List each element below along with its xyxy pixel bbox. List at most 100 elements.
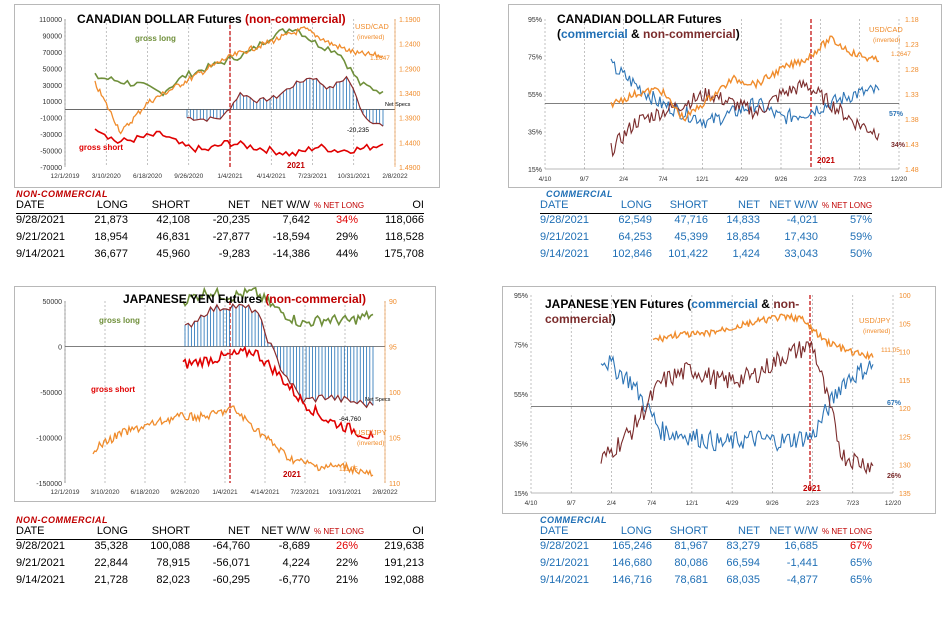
y-tick-label: 95% xyxy=(528,17,542,24)
table-cell: 21,873 xyxy=(94,214,128,226)
column-header: LONG xyxy=(96,525,128,537)
table-cell: 21% xyxy=(335,574,358,586)
table-cell: 16,685 xyxy=(784,540,818,552)
net-specs-label: Net Specs xyxy=(385,102,411,108)
x-tick-label: 6/18/2020 xyxy=(133,173,162,180)
table-cell: 17,430 xyxy=(784,231,818,243)
fx-label: USD/JPY xyxy=(355,428,387,437)
jpy-noncommercial-table: NON-COMMERCIAL DATE LONG SHORT NET NET W/W % N… xyxy=(16,515,436,591)
y2-tick-label: 110 xyxy=(899,350,910,357)
x-tick-label: 2/23 xyxy=(806,500,819,507)
table-cell: -56,071 xyxy=(212,557,250,569)
fx-label: USD/JPY xyxy=(859,316,891,325)
table-cell: 45,399 xyxy=(674,231,708,243)
x-tick-label: 12/1/2019 xyxy=(51,173,80,180)
header-rule xyxy=(540,539,872,540)
year-label: 2021 xyxy=(287,161,305,170)
y2-tick-label: 110 xyxy=(389,481,400,488)
y-tick-label: -70000 xyxy=(40,165,62,172)
y2-tick-label: 90 xyxy=(389,299,397,306)
y-tick-label: 30000 xyxy=(43,83,63,90)
jpy-commercial-plot: 95% 75% 55% 35% 15% 100 105 110 115 120 125 130 135 4… xyxy=(514,293,911,507)
y2-tick-label: 130 xyxy=(899,463,911,470)
table-cell: 22% xyxy=(335,557,358,569)
table-cell: 9/21/2021 xyxy=(16,557,65,569)
y-tick-label: 15% xyxy=(514,491,528,498)
y2-tick-label: 105 xyxy=(899,321,911,328)
chart-title: JAPANESE YEN Futures (non-commercial) xyxy=(123,292,366,306)
table-cell: -20,235 xyxy=(212,214,250,226)
table-cell: 50% xyxy=(849,248,872,260)
column-header: % NET LONG xyxy=(822,201,873,210)
gross-short-line xyxy=(94,128,384,157)
table-cell: 62,549 xyxy=(618,214,652,226)
table-cell: 81,967 xyxy=(674,540,708,552)
x-tick-label: 9/26 xyxy=(775,176,788,183)
column-header: DATE xyxy=(16,199,45,211)
table-cell: 1,424 xyxy=(732,248,760,260)
y-tick-label: 10000 xyxy=(43,99,63,106)
y-tick-label: 110000 xyxy=(39,17,62,24)
gross-long-line xyxy=(94,28,384,97)
y2-tick-label: 1.3900 xyxy=(399,116,421,123)
table-cell: 118,066 xyxy=(385,214,424,226)
column-header: LONG xyxy=(620,199,652,211)
commercial-last-value: 67% xyxy=(887,400,902,407)
fx-inverted-label: (inverted) xyxy=(863,328,890,335)
column-header: NET xyxy=(738,199,760,211)
x-tick-label: 12/1 xyxy=(696,176,709,183)
y-tick-label: 95% xyxy=(514,293,528,300)
table-cell: 46,831 xyxy=(156,231,190,243)
y2-tick-label: 100 xyxy=(389,390,401,397)
x-tick-label: 6/18/2020 xyxy=(131,489,160,496)
y-tick-label: 50000 xyxy=(43,66,63,73)
noncommercial-line xyxy=(600,341,874,475)
table-cell: 65% xyxy=(849,557,872,569)
table-cell: 34% xyxy=(335,214,358,226)
y-tick-label: 0 xyxy=(58,345,62,352)
table-cell: 118,528 xyxy=(385,231,424,243)
y2-tick-label: 1.2900 xyxy=(399,66,421,73)
x-tick-label: 10/31/2021 xyxy=(329,489,362,496)
fx-last-value: 111.05 xyxy=(339,466,358,473)
x-tick-label: 4/10 xyxy=(525,500,538,507)
y2-tick-label: 1.3400 xyxy=(399,91,421,98)
gross-long-label: gross long xyxy=(135,34,176,43)
x-tick-label: 7/23 xyxy=(846,500,859,507)
table-cell: 9/21/2021 xyxy=(16,231,65,243)
column-header: LONG xyxy=(620,525,652,537)
x-tick-label: 1/4/2021 xyxy=(212,489,238,496)
commercial-last-value: 57% xyxy=(889,111,904,118)
table-cell: -4,877 xyxy=(786,574,818,586)
column-header: DATE xyxy=(540,199,569,211)
table-cell: 29% xyxy=(335,231,358,243)
table-cell: 7,642 xyxy=(282,214,310,226)
x-tick-label: 7/4 xyxy=(647,500,656,507)
table-cell: 35,328 xyxy=(94,540,128,552)
header-rule xyxy=(540,213,872,214)
table-cell: 18,954 xyxy=(94,231,128,243)
table-cell: -27,877 xyxy=(212,231,250,243)
fx-inverted-label: (inverted) xyxy=(357,34,384,41)
table-cell: 14,833 xyxy=(726,214,760,226)
jpy-commercial-chart: 95% 75% 55% 35% 15% 100 105 110 115 120 125 130 135 4… xyxy=(502,286,936,514)
x-tick-label: 4/14/2021 xyxy=(257,173,286,180)
table-cell: 42,108 xyxy=(156,214,190,226)
table-cell: 9/14/2021 xyxy=(540,248,589,260)
x-tick-label: 9/26 xyxy=(766,500,779,507)
y-tick-label: 35% xyxy=(514,442,528,449)
table-section-label: NON-COMMERCIAL xyxy=(16,189,108,199)
y-tick-label: -50000 xyxy=(40,149,62,156)
table-cell: 57% xyxy=(849,214,872,226)
table-section-label: NON-COMMERCIAL xyxy=(16,515,108,525)
cad-noncommercial-plot: 110000 90000 70000 50000 30000 10000 -10000 -30… xyxy=(39,17,421,180)
table-cell: 9/28/2021 xyxy=(16,214,65,226)
year-label: 2021 xyxy=(803,484,821,493)
table-cell: 22,844 xyxy=(94,557,128,569)
cad-commercial-chart: 95% 75% 55% 35% 15% 1.18 1.23 1.28 1.33 1.38 1.43 1… xyxy=(508,4,942,188)
jpy-noncommercial-chart: 50000 0 -50000 -100000 -150000 90 95 100 105 110 1… xyxy=(14,286,436,502)
y2-tick-label: 95 xyxy=(389,345,397,352)
x-tick-label: 12/20 xyxy=(891,176,908,183)
table-cell: 9/14/2021 xyxy=(16,248,65,260)
fx-line xyxy=(610,35,880,122)
